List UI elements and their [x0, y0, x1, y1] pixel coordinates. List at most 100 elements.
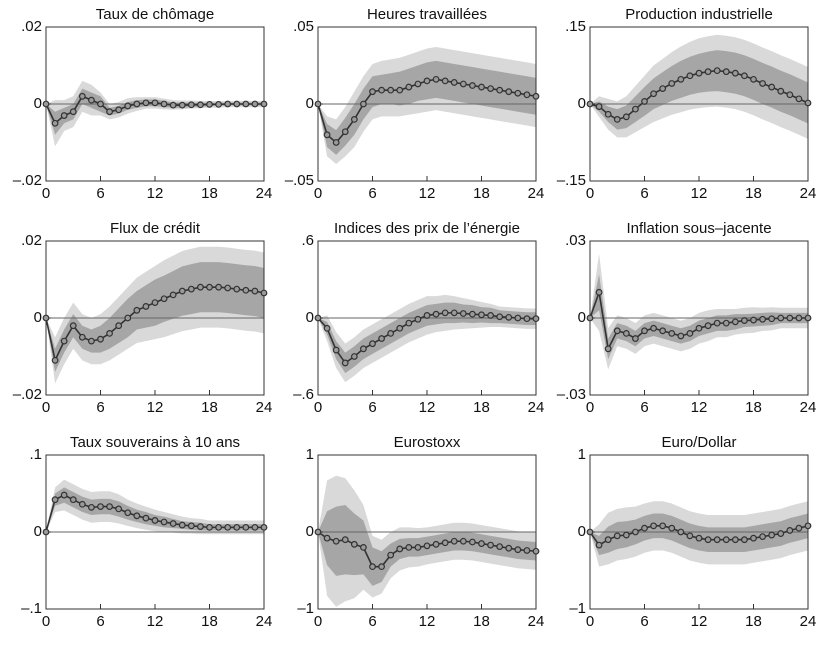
marker: [51, 496, 59, 504]
marker: [151, 99, 159, 107]
marker: [478, 540, 485, 547]
panel-title: Euro/Dollar: [661, 434, 736, 451]
marker: [622, 113, 630, 121]
marker: [260, 100, 268, 108]
marker: [78, 333, 86, 341]
marker: [795, 95, 803, 103]
x-tick-label: 6: [640, 613, 648, 630]
marker: [423, 542, 431, 550]
marker: [197, 283, 204, 291]
marker: [731, 69, 739, 77]
x-tick-label: 0: [586, 399, 594, 416]
marker: [414, 544, 422, 551]
marker: [178, 101, 186, 109]
marker: [804, 99, 812, 107]
marker: [124, 509, 132, 517]
y-tick-label: 0: [34, 523, 42, 540]
x-tick-label: 6: [96, 613, 104, 630]
marker: [496, 543, 504, 551]
marker: [206, 283, 213, 291]
marker: [750, 75, 757, 83]
marker: [741, 72, 748, 80]
marker: [133, 512, 141, 520]
marker: [115, 106, 123, 114]
marker: [441, 539, 449, 547]
marker: [741, 536, 748, 544]
marker: [505, 313, 513, 321]
marker: [187, 522, 195, 530]
marker: [224, 284, 232, 292]
x-tick-label: 0: [314, 185, 322, 202]
marker: [777, 530, 785, 537]
panel-title: Flux de crédit: [110, 220, 201, 237]
confidence-band: [590, 274, 808, 360]
marker: [42, 100, 50, 108]
marker: [88, 337, 95, 345]
marker: [242, 523, 250, 531]
x-tick-label: 18: [201, 613, 218, 630]
marker: [659, 327, 667, 335]
marker: [704, 322, 712, 330]
y-tick-label: .02: [21, 232, 42, 249]
marker: [659, 85, 667, 92]
x-tick-label: 24: [800, 613, 817, 630]
marker: [459, 537, 467, 545]
marker: [106, 330, 113, 337]
marker: [42, 314, 50, 322]
marker: [595, 288, 603, 296]
marker: [60, 112, 68, 119]
marker: [396, 545, 404, 553]
y-tick-label: –.03: [557, 386, 586, 403]
marker: [233, 523, 241, 531]
marker: [459, 80, 467, 88]
marker: [314, 314, 322, 322]
y-tick-label: 0: [306, 309, 314, 326]
marker: [405, 83, 413, 91]
x-tick-label: 0: [586, 613, 594, 630]
marker: [187, 285, 195, 293]
confidence-band: [318, 302, 536, 374]
marker: [124, 102, 132, 110]
x-tick-label: 12: [147, 399, 164, 416]
x-tick-label: 18: [473, 185, 490, 202]
marker: [686, 72, 694, 80]
panel: Flux de crédit.020–.020 6 12 18 24: [13, 220, 273, 416]
marker: [224, 523, 232, 531]
marker: [378, 563, 385, 571]
panel: Production industrielle.150–.150 6 12 18 24: [557, 6, 817, 202]
x-tick-label: 24: [256, 399, 273, 416]
x-tick-label: 18: [745, 399, 762, 416]
marker: [405, 544, 413, 551]
marker: [332, 346, 340, 354]
marker: [432, 310, 440, 318]
marker: [768, 83, 776, 91]
marker: [777, 314, 785, 322]
marker: [622, 330, 630, 337]
marker: [51, 356, 59, 364]
marker: [197, 523, 204, 531]
panel: Taux de chômage.020–.020 6 12 18 24: [13, 6, 273, 202]
marker: [722, 68, 730, 76]
y-tick-label: .02: [21, 18, 42, 35]
marker: [441, 77, 449, 85]
marker: [78, 500, 86, 508]
y-tick-label: .1: [29, 446, 42, 463]
marker: [695, 69, 703, 77]
marker: [160, 295, 168, 303]
marker: [759, 533, 766, 541]
marker: [60, 337, 68, 345]
marker: [641, 98, 648, 105]
marker: [586, 528, 594, 536]
marker: [142, 514, 150, 522]
marker: [215, 100, 222, 108]
x-tick-label: 6: [368, 399, 376, 416]
y-tick-label: 0: [34, 95, 42, 112]
marker: [251, 523, 259, 531]
y-tick-label: –1: [569, 600, 586, 617]
x-tick-label: 0: [42, 399, 50, 416]
y-tick-label: .05: [293, 18, 314, 35]
marker: [396, 86, 404, 94]
marker: [487, 312, 494, 319]
marker: [686, 330, 694, 337]
